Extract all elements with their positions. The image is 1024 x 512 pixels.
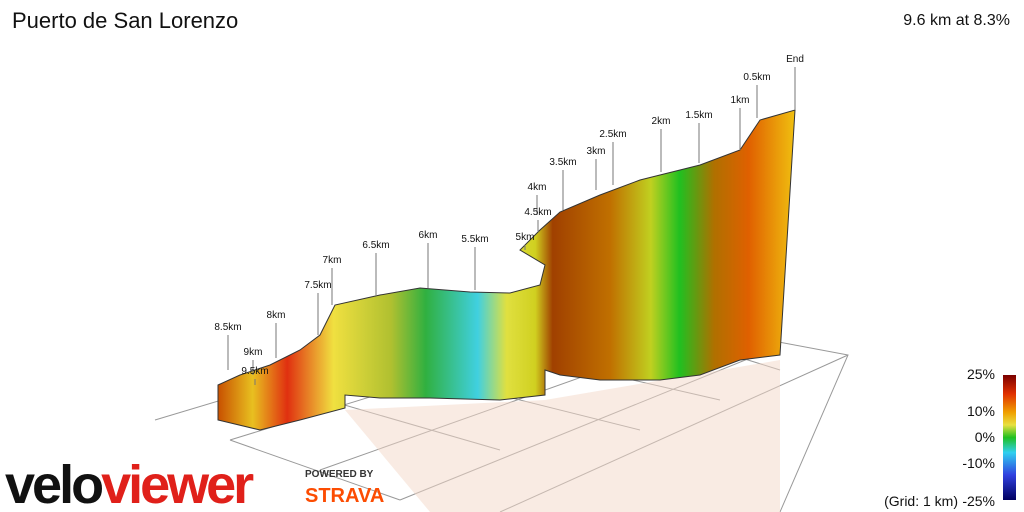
color-bar <box>1003 375 1016 500</box>
logo-velo: velo <box>5 455 102 512</box>
legend-tick: 10% <box>967 403 995 419</box>
marker-label: 2.5km <box>599 129 626 140</box>
marker-label: 9.5km <box>241 366 268 377</box>
marker-label: 4km <box>528 182 547 193</box>
marker-label: 2km <box>652 116 671 127</box>
marker-label: 6km <box>419 230 438 241</box>
marker-label: 1km <box>731 95 750 106</box>
strava: STRAVA <box>305 485 384 507</box>
marker-label: 3km <box>587 146 606 157</box>
marker-label: 3.5km <box>549 157 576 168</box>
marker-label: 5.5km <box>461 234 488 245</box>
legend-tick: -25% <box>962 493 995 509</box>
marker-label: 8.5km <box>214 322 241 333</box>
marker-label: 0.5km <box>743 72 770 83</box>
legend: 25% 10% 0% -10% -25% <box>962 366 995 509</box>
marker-label: 1.5km <box>685 110 712 121</box>
legend-tick: -10% <box>962 455 995 471</box>
summary: 9.6 km at 8.3% <box>903 12 1010 29</box>
distance-markers: End 0.5km 1km 1.5km 2km 2.5km 3km 3.5km 4km 4.5km… <box>214 54 804 385</box>
logo-viewer: viewer <box>101 455 254 512</box>
marker-label: 6.5km <box>362 240 389 251</box>
profile-ribbon <box>217 109 796 431</box>
legend-tick: 25% <box>967 366 995 382</box>
marker-label: 7.5km <box>304 280 331 291</box>
title: Puerto de San Lorenzo <box>12 8 238 33</box>
reflection <box>345 360 780 512</box>
marker-label: End <box>786 54 804 65</box>
marker-label: 5km <box>516 232 535 243</box>
marker-label: 9km <box>244 347 263 358</box>
marker-label: 7km <box>323 255 342 266</box>
logo: veloviewer <box>5 455 254 512</box>
marker-label: 4.5km <box>524 207 551 218</box>
legend-tick: 0% <box>975 429 995 445</box>
grid-note: (Grid: 1 km) <box>884 493 958 509</box>
powered-by: POWERED BY <box>305 469 374 480</box>
marker-label: 8km <box>267 310 286 321</box>
